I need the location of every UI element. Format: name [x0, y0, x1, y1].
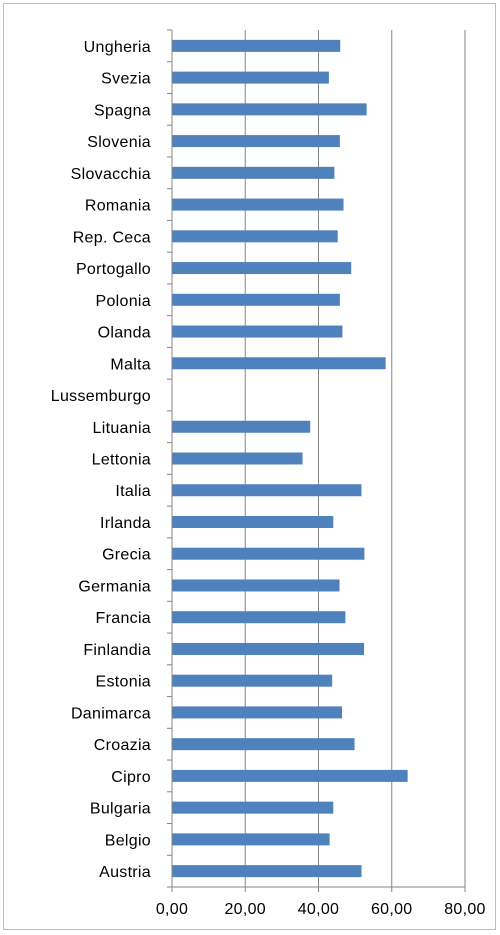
bar: [172, 293, 340, 306]
bar: [172, 611, 346, 624]
bar: [172, 769, 408, 782]
x-tick-labels: 0,00 20,00 40,00 60,00 80,00: [156, 901, 486, 918]
category-labels: Ungheria Svezia Spagna Slovenia Slovacchia Ro…: [51, 39, 151, 881]
x-tick-label: 20,00: [224, 901, 266, 918]
bar: [172, 325, 343, 338]
bar: [172, 547, 365, 560]
category-label: Danimarca: [71, 705, 151, 722]
category-label: Portogallo: [76, 261, 151, 278]
category-label: Slovacchia: [71, 166, 151, 183]
category-label: Malta: [110, 356, 151, 373]
category-label: Slovenia: [87, 134, 151, 151]
category-label: Germania: [78, 578, 151, 595]
category-label: Polonia: [96, 293, 151, 310]
bar: [172, 262, 352, 275]
category-label: Estonia: [96, 674, 151, 691]
category-label: Austria: [99, 864, 151, 881]
bar: [172, 484, 362, 497]
x-tick-label: 80,00: [444, 901, 486, 918]
category-label: Finlandia: [83, 642, 151, 659]
bar: [172, 135, 340, 148]
category-label: Lituania: [93, 420, 151, 437]
category-label: Italia: [115, 483, 151, 500]
category-label: Svezia: [101, 71, 151, 88]
category-label: Romania: [85, 198, 151, 215]
category-label: Grecia: [102, 547, 151, 564]
bar: [172, 103, 367, 116]
x-tick-label: 60,00: [371, 901, 413, 918]
category-label: Bulgaria: [90, 801, 151, 818]
bar: [172, 71, 329, 84]
category-label: Ungheria: [84, 39, 151, 56]
bar: [172, 420, 311, 433]
bar: [172, 674, 333, 687]
bar: [172, 198, 344, 211]
category-label: Francia: [96, 610, 151, 627]
bar: [172, 230, 338, 243]
bar: [172, 865, 362, 878]
bar: [172, 515, 334, 528]
bar: [172, 642, 365, 655]
bar: [172, 738, 355, 751]
category-label: Spagna: [94, 102, 151, 119]
bars: [172, 39, 408, 878]
category-label: Lettonia: [92, 452, 151, 469]
bar: [172, 166, 335, 179]
x-axis: [171, 886, 466, 892]
category-label: Croazia: [94, 737, 151, 754]
x-tick-label: 40,00: [298, 901, 340, 918]
category-label: Belgio: [105, 832, 151, 849]
bar: [172, 706, 343, 719]
bar: [172, 579, 340, 592]
category-label: Lussemburgo: [51, 388, 151, 405]
y-axis: [167, 29, 173, 888]
bar: [172, 39, 341, 52]
bar: [172, 801, 334, 814]
bar: [172, 452, 303, 465]
category-label: Olanda: [98, 325, 151, 342]
category-label: Rep. Ceca: [73, 229, 151, 246]
bar: [172, 357, 386, 370]
category-label: Irlanda: [100, 515, 151, 532]
bar: [172, 833, 330, 846]
category-label: Cipro: [111, 769, 151, 786]
x-tick-label: 0,00: [156, 901, 188, 918]
